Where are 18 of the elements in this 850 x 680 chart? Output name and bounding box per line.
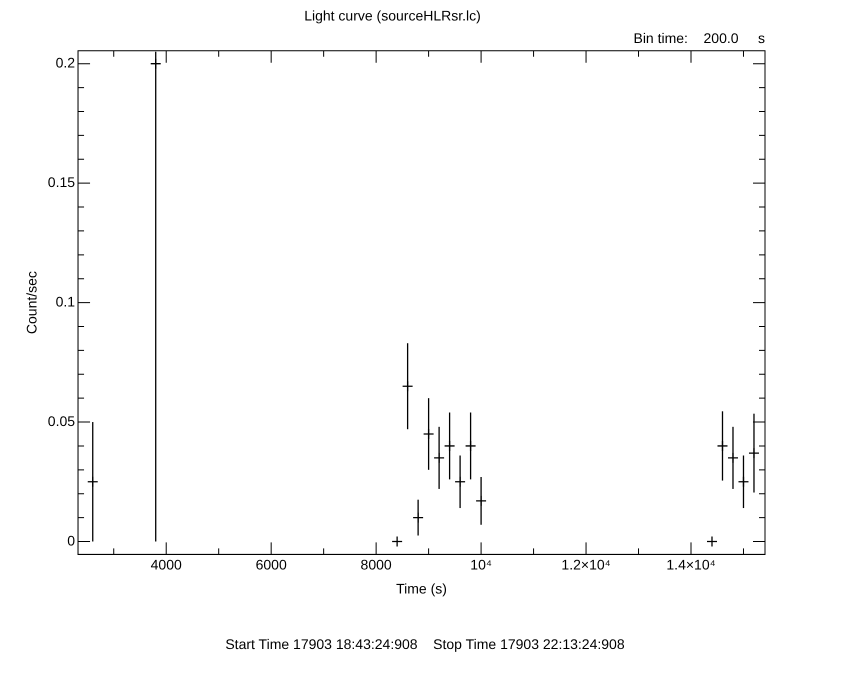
y-tick-label: 0.15: [48, 174, 76, 190]
x-tick-label: 6000: [256, 556, 287, 573]
y-axis-title: Count/sec: [23, 271, 40, 334]
x-tick-label: 1.2×10⁴: [561, 556, 611, 573]
text: Start Time 17903 18:43:24:908 Stop Time 17903 22:13:24:908: [224, 636, 626, 652]
point: [706, 536, 718, 548]
y-tick-label: 0.2: [56, 54, 76, 71]
x-tick-label: 4000: [150, 556, 182, 573]
x-tick-label: 10⁴: [470, 556, 492, 573]
x-tick-label: 1.4×10⁴: [666, 556, 716, 573]
x-axis-title: Time (s): [396, 580, 447, 596]
x-tick-label: 8000: [360, 556, 392, 573]
point: [391, 536, 403, 548]
y-tick-label: 0: [67, 532, 76, 548]
chart-title: Light curve (sourceHLRsr.lc): [304, 7, 481, 24]
text: Bin time: 200.0 s: [633, 30, 765, 46]
y-tick-label: 0.05: [48, 412, 76, 429]
y-tick-label: 0.1: [56, 293, 76, 310]
